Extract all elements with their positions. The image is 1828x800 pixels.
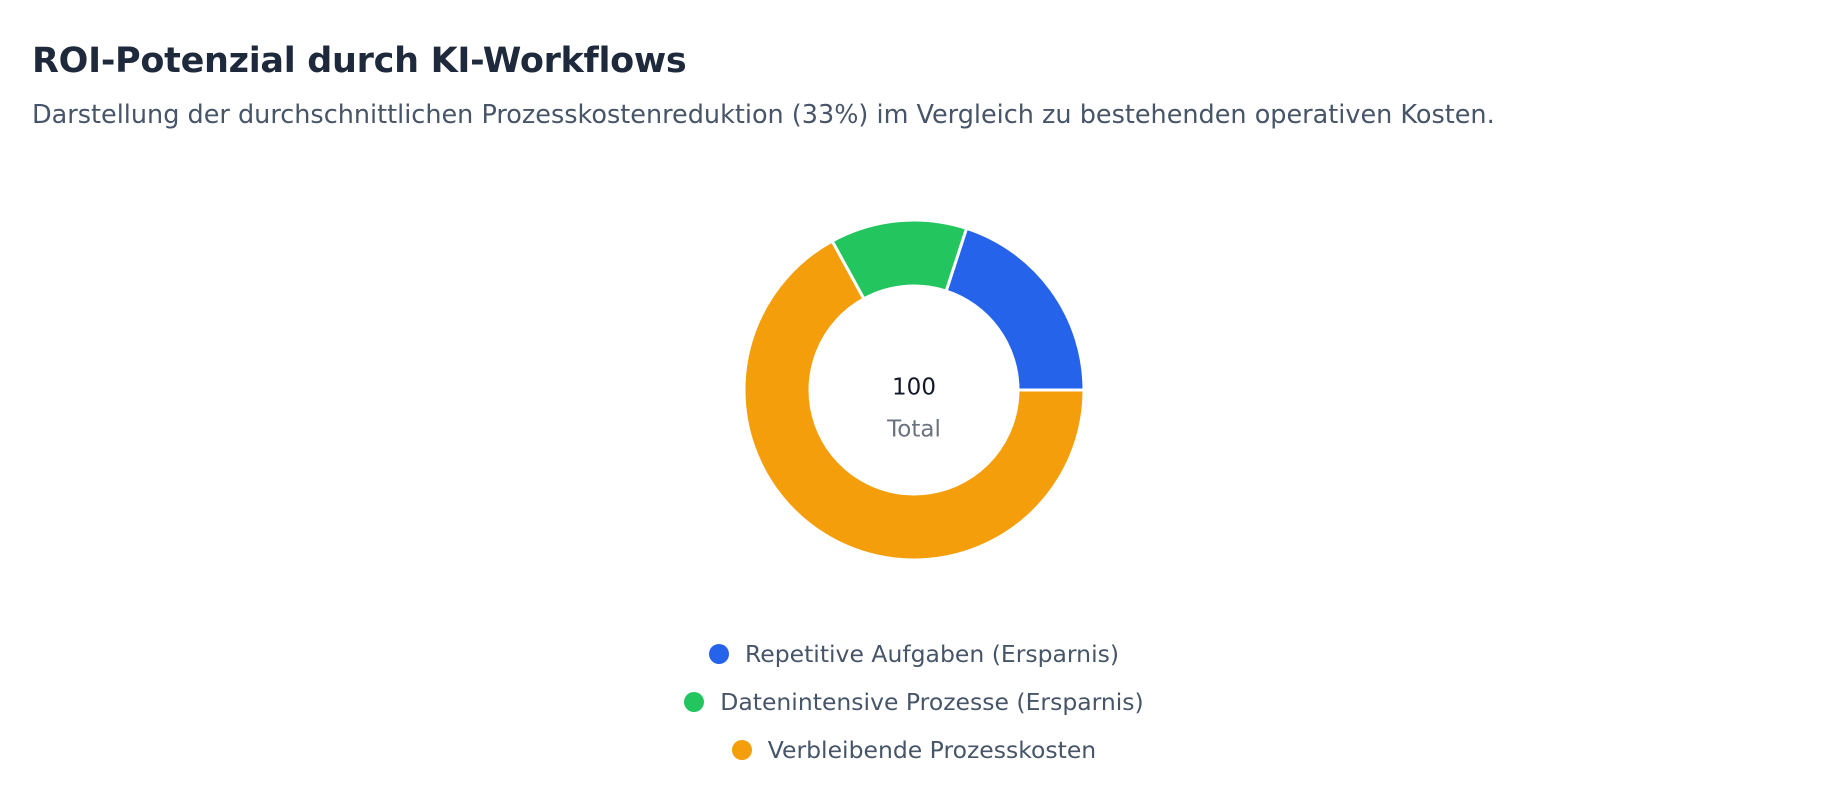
legend-swatch-icon — [731, 740, 752, 760]
legend-label: Verbleibende Prozesskosten — [767, 736, 1097, 764]
legend-item[interactable]: Verbleibende Prozesskosten — [0, 726, 1828, 774]
donut-slice-3[interactable] — [742, 238, 1086, 562]
legend-label: Datenintensive Prozesse (Ersparnis) — [720, 688, 1144, 716]
legend-swatch-icon — [684, 692, 705, 712]
donut-chart: 100 Total — [742, 218, 1086, 562]
chart-subtitle: Darstellung der durchschnittlichen Proze… — [32, 100, 1495, 130]
center-total-value: 100 — [892, 375, 936, 401]
legend-swatch-icon — [708, 644, 729, 664]
chart-area: 100 Total Repetitive Aufgaben (Ersparnis… — [0, 170, 1828, 790]
center-total-label: Total — [886, 417, 941, 443]
legend-item[interactable]: Repetitive Aufgaben (Ersparnis) — [0, 630, 1828, 678]
chart-title: ROI-Potenzial durch KI-Workflows — [32, 41, 687, 81]
donut-slices — [742, 218, 1086, 562]
legend-label: Repetitive Aufgaben (Ersparnis) — [744, 640, 1120, 668]
legend-item[interactable]: Datenintensive Prozesse (Ersparnis) — [0, 678, 1828, 726]
chart-legend: Repetitive Aufgaben (Ersparnis) Dateninte… — [0, 630, 1828, 774]
donut-slice-1[interactable] — [944, 226, 1086, 392]
